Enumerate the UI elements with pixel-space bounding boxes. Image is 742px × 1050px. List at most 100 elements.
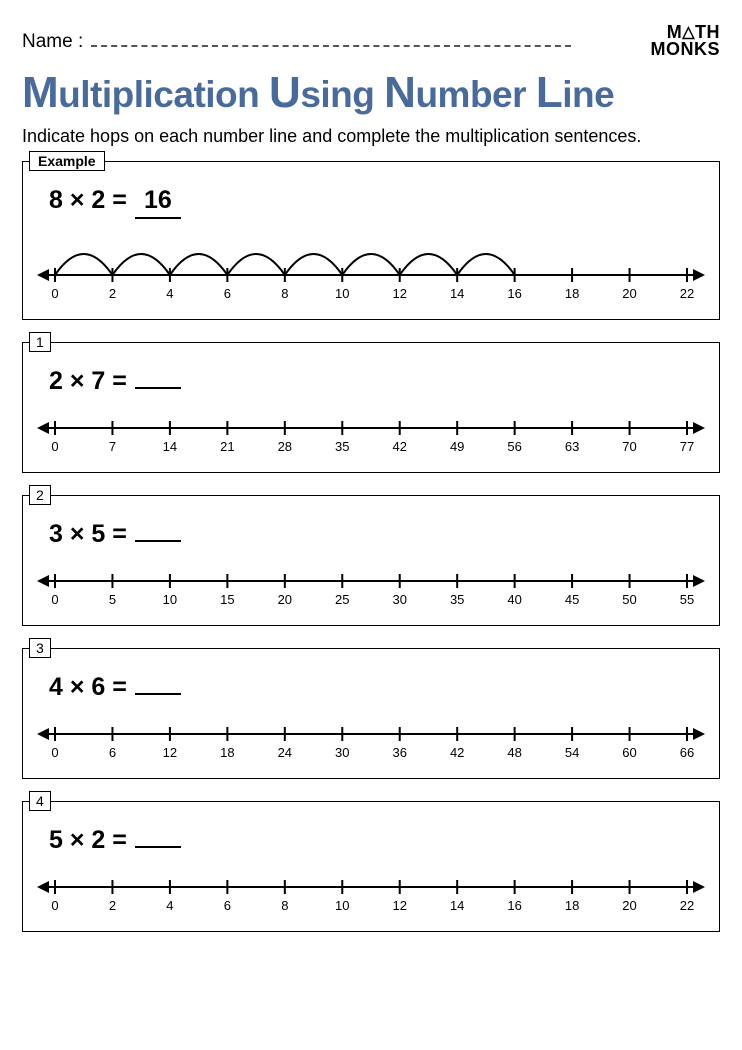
number-line-wrap: 0246810121416182022 [37,861,705,921]
tick-label: 8 [281,286,288,301]
tick-label: 10 [335,286,349,301]
problem-4: 45 × 2 =0246810121416182022 [22,801,720,932]
tick-label: 35 [335,439,349,454]
equation-text: 3 × 5 = [49,520,127,549]
answer-blank[interactable] [135,691,181,695]
name-blank-line[interactable] [91,29,571,47]
problem-2: 23 × 5 =0510152025303540455055 [22,495,720,626]
problem-badge: 2 [29,485,51,505]
tick-label: 20 [622,898,636,913]
arrow-right-icon [693,728,705,740]
tick-label: 42 [450,745,464,760]
tick-label: 42 [392,439,406,454]
arrow-left-icon [37,422,49,434]
tick-label: 18 [565,286,579,301]
tick-label: 10 [163,592,177,607]
page-title: Multiplication Using Number Line [22,68,720,118]
tick-label: 77 [680,439,694,454]
tick-label: 20 [622,286,636,301]
tick-label: 28 [278,439,292,454]
problem-1: 12 × 7 =0714212835424956637077 [22,342,720,473]
problems-container: Example8 × 2 =16024681012141618202212 × … [22,161,720,932]
tick-label: 0 [51,592,58,607]
tick-label: 70 [622,439,636,454]
equation: 2 × 7 = [49,367,705,396]
tick-label: 66 [680,745,694,760]
equation-text: 4 × 6 = [49,673,127,702]
equation-text: 5 × 2 = [49,826,127,855]
hop-arc [400,254,457,275]
number-line-wrap: 0246810121416182022 [37,225,705,309]
tick-label: 10 [335,898,349,913]
tick-label: 6 [224,286,231,301]
equation: 4 × 6 = [49,673,705,702]
arrow-left-icon [37,575,49,587]
tick-label: 14 [450,286,464,301]
equation: 5 × 2 = [49,826,705,855]
hop-arc [342,254,399,275]
header-row: Name : M△TH MONKS [22,24,720,58]
tick-label: 63 [565,439,579,454]
tick-label: 0 [51,745,58,760]
number-line: 0246810121416182022 [37,225,705,309]
tick-label: 12 [392,898,406,913]
arrow-left-icon [37,728,49,740]
answer-blank[interactable] [135,385,181,389]
equation-text: 2 × 7 = [49,367,127,396]
tick-label: 6 [109,745,116,760]
name-field: Name : [22,29,571,53]
arrow-right-icon [693,881,705,893]
hop-arc [170,254,227,275]
tick-label: 22 [680,286,694,301]
hop-arc [112,254,169,275]
tick-label: 5 [109,592,116,607]
answer-blank[interactable]: 16 [135,186,181,219]
answer-blank[interactable] [135,844,181,848]
number-line-wrap: 0510152025303540455055 [37,555,705,615]
tick-label: 14 [450,898,464,913]
tick-label: 0 [51,439,58,454]
hop-arc [55,254,112,275]
hop-arc [285,254,342,275]
tick-label: 35 [450,592,464,607]
tick-label: 30 [392,592,406,607]
tick-label: 55 [680,592,694,607]
number-line: 0246810121416182022 [37,861,705,921]
tick-label: 45 [565,592,579,607]
tick-label: 56 [507,439,521,454]
tick-label: 60 [622,745,636,760]
tick-label: 24 [278,745,292,760]
problem-example: Example8 × 2 =160246810121416182022 [22,161,720,320]
tick-label: 2 [109,286,116,301]
math-monks-logo: M△TH MONKS [651,24,721,58]
tick-label: 48 [507,745,521,760]
arrow-right-icon [693,269,705,281]
tick-label: 12 [163,745,177,760]
tick-label: 50 [622,592,636,607]
equation-text: 8 × 2 = [49,186,127,215]
tick-label: 4 [166,286,173,301]
number-line-wrap: 0714212835424956637077 [37,402,705,462]
hop-arc [457,254,514,275]
tick-label: 6 [224,898,231,913]
tick-label: 0 [51,898,58,913]
equation: 3 × 5 = [49,520,705,549]
tick-label: 8 [281,898,288,913]
tick-label: 54 [565,745,579,760]
arrow-left-icon [37,881,49,893]
number-line-wrap: 0612182430364248546066 [37,708,705,768]
tick-label: 18 [565,898,579,913]
arrow-right-icon [693,422,705,434]
tick-label: 0 [51,286,58,301]
hop-arc [227,254,284,275]
tick-label: 7 [109,439,116,454]
answer-blank[interactable] [135,538,181,542]
arrow-left-icon [37,269,49,281]
arrow-right-icon [693,575,705,587]
tick-label: 16 [507,898,521,913]
name-label: Name : [22,31,83,53]
tick-label: 40 [507,592,521,607]
tick-label: 18 [220,745,234,760]
problem-badge: 3 [29,638,51,658]
delta-icon: △ [682,25,695,40]
